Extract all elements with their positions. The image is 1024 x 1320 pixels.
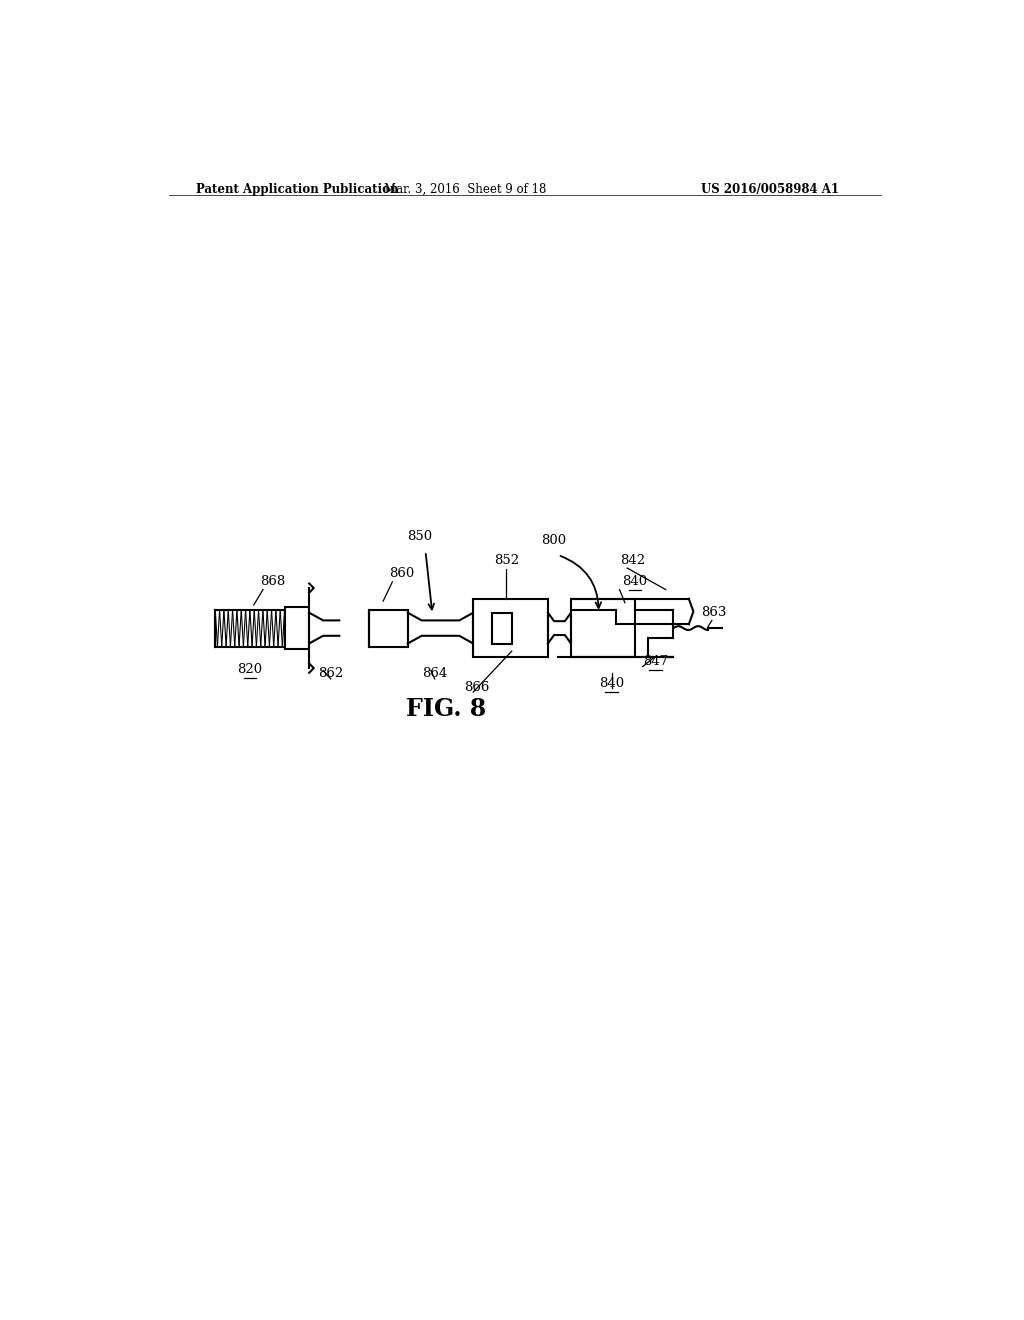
Text: 864: 864 <box>422 668 447 681</box>
Text: 860: 860 <box>389 568 415 581</box>
Text: 800: 800 <box>542 535 566 548</box>
Text: 862: 862 <box>318 668 343 681</box>
Text: 863: 863 <box>701 606 727 619</box>
Text: US 2016/0058984 A1: US 2016/0058984 A1 <box>701 183 839 197</box>
Text: 847: 847 <box>643 655 669 668</box>
Bar <box>571 599 635 657</box>
Text: Mar. 3, 2016  Sheet 9 of 18: Mar. 3, 2016 Sheet 9 of 18 <box>384 183 547 197</box>
Bar <box>370 610 408 647</box>
Text: 850: 850 <box>407 531 432 544</box>
Text: 868: 868 <box>260 576 286 589</box>
Text: FIG. 8: FIG. 8 <box>407 697 486 721</box>
Bar <box>285 607 309 649</box>
Text: 840: 840 <box>623 576 647 589</box>
Text: 842: 842 <box>621 553 645 566</box>
Text: 820: 820 <box>238 663 262 676</box>
Text: 852: 852 <box>494 553 519 566</box>
Text: 840: 840 <box>599 677 625 689</box>
Text: 866: 866 <box>464 681 489 693</box>
Bar <box>473 599 548 657</box>
Bar <box>493 612 512 644</box>
Text: Patent Application Publication: Patent Application Publication <box>196 183 398 197</box>
